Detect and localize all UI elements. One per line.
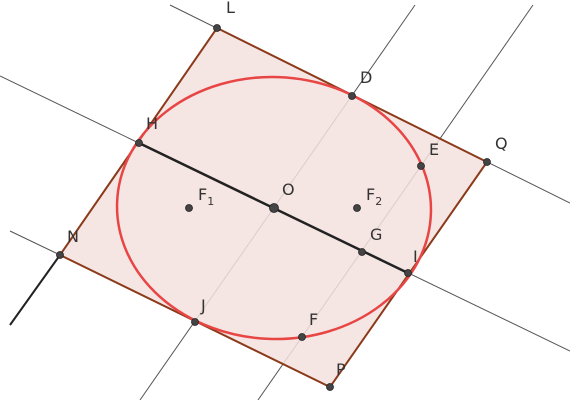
point-label: F2 (366, 185, 382, 208)
point (185, 204, 193, 212)
label-text: L (226, 0, 235, 17)
point (269, 203, 279, 213)
point-label: L (226, 0, 235, 17)
ellipse (115, 75, 433, 341)
point (417, 162, 425, 170)
label-text: H (146, 114, 158, 133)
label-text: P (336, 360, 346, 379)
point (213, 24, 221, 32)
point (326, 383, 334, 391)
label-text: F (309, 310, 318, 329)
point-label: E (429, 140, 439, 159)
point (353, 204, 361, 212)
point (135, 139, 143, 147)
point-label: P (336, 360, 346, 379)
point (483, 158, 491, 166)
label-text: O (282, 180, 295, 199)
label-text: N (67, 227, 79, 246)
point-label: D (360, 68, 372, 87)
label-text: E (429, 140, 439, 159)
point-label: F1 (198, 185, 214, 208)
point-label: N (67, 227, 79, 246)
line-n-extension (9, 254, 61, 326)
label-text: J (200, 296, 206, 315)
label-text: G (370, 225, 382, 244)
point-label: G (370, 225, 382, 244)
point (298, 333, 306, 341)
point-label: H (146, 114, 158, 133)
label-text: D (360, 68, 372, 87)
point-label: J (200, 296, 206, 315)
point-label: Q (495, 134, 508, 153)
point (358, 248, 366, 256)
label-text: F (198, 185, 207, 204)
label-text: F (366, 185, 375, 204)
point-label: F (309, 310, 318, 329)
point (404, 269, 412, 277)
label-text: Q (495, 134, 508, 153)
line-n-p-extension (9, 230, 61, 256)
point-label: O (282, 180, 295, 199)
point (348, 92, 356, 100)
label-subscript: 2 (375, 195, 382, 208)
point-label: I (413, 247, 418, 266)
label-subscript: 1 (207, 195, 214, 208)
label-text: I (413, 247, 418, 266)
point (191, 318, 199, 326)
point (56, 251, 64, 259)
